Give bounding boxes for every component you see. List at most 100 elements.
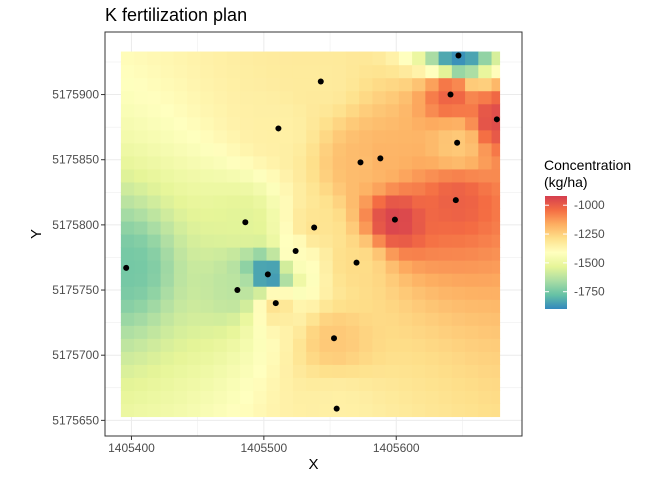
heatmap-cell xyxy=(478,312,493,326)
heatmap-cell xyxy=(451,90,466,105)
heatmap-cell xyxy=(412,325,426,339)
heatmap-cell xyxy=(491,116,501,131)
heatmap-cell xyxy=(345,403,360,418)
heatmap-cell xyxy=(160,77,175,92)
heatmap-cell xyxy=(359,194,374,209)
heatmap-cell xyxy=(147,181,162,196)
heatmap-cell xyxy=(147,234,162,248)
heatmap-cell xyxy=(451,364,466,378)
heatmap-cell xyxy=(292,220,307,235)
heatmap-cell xyxy=(292,129,307,144)
heatmap-cell xyxy=(332,273,347,287)
heatmap-cell xyxy=(253,312,268,326)
heatmap-cell xyxy=(160,351,175,365)
heatmap-cell xyxy=(173,116,188,131)
heatmap-cell xyxy=(240,260,254,274)
heatmap-cell xyxy=(173,51,188,66)
heatmap-cell xyxy=(478,207,493,222)
heatmap-cell xyxy=(240,364,254,378)
heatmap-cell xyxy=(359,351,374,365)
heatmap-cell xyxy=(120,194,135,209)
heatmap-cell xyxy=(226,260,241,274)
heatmap-cell xyxy=(398,390,413,405)
sample-point xyxy=(123,264,130,271)
heatmap-cell xyxy=(491,390,501,405)
heatmap-cell xyxy=(359,299,374,313)
heatmap-cells xyxy=(120,51,501,418)
heatmap-cell xyxy=(491,207,501,222)
heatmap-cell xyxy=(438,312,453,326)
heatmap-cell xyxy=(279,103,294,118)
heatmap-cell xyxy=(187,51,201,66)
heatmap-cell xyxy=(187,377,201,391)
heatmap-cell xyxy=(279,325,294,339)
heatmap-cell xyxy=(372,351,387,365)
heatmap-cell xyxy=(213,181,228,196)
heatmap-cell xyxy=(173,142,188,157)
heatmap-cell xyxy=(213,234,228,248)
heatmap-cell xyxy=(160,64,175,79)
heatmap-cell xyxy=(200,403,215,418)
heatmap-cell xyxy=(253,273,268,287)
heatmap-cell xyxy=(266,168,281,183)
heatmap-cell xyxy=(187,116,201,131)
heatmap-cell xyxy=(226,338,241,352)
heatmap-cell xyxy=(491,299,501,313)
heatmap-cell xyxy=(451,181,466,196)
heatmap-cell xyxy=(306,64,321,79)
heatmap-cell xyxy=(240,403,254,418)
heatmap-cell xyxy=(491,351,501,365)
heatmap-cell xyxy=(385,90,400,105)
heatmap-cell xyxy=(372,77,387,92)
heatmap-cell xyxy=(187,90,201,105)
heatmap-cell xyxy=(160,403,175,418)
heatmap-cell xyxy=(213,364,228,378)
heatmap-cell xyxy=(438,273,453,287)
heatmap-cell xyxy=(120,77,135,92)
heatmap-cell xyxy=(187,351,201,365)
heatmap-cell xyxy=(438,194,453,209)
heatmap-cell xyxy=(345,129,360,144)
heatmap-cell xyxy=(345,77,360,92)
heatmap-cell xyxy=(226,247,241,261)
heatmap-cell xyxy=(292,181,307,196)
heatmap-cell xyxy=(160,260,175,274)
heatmap-cell xyxy=(213,247,228,261)
heatmap-cell xyxy=(134,377,148,391)
heatmap-cell xyxy=(292,116,307,131)
heatmap-cell xyxy=(425,64,440,79)
heatmap-cell xyxy=(292,260,307,274)
heatmap-cell xyxy=(372,273,387,287)
heatmap-cell xyxy=(465,273,479,287)
heatmap-cell xyxy=(465,103,479,118)
heatmap-cell xyxy=(279,247,294,261)
heatmap-cell xyxy=(306,273,321,287)
heatmap-cell xyxy=(372,403,387,418)
heatmap-cell xyxy=(425,220,440,235)
heatmap-cell xyxy=(120,64,135,79)
heatmap-cell xyxy=(412,260,426,274)
sample-point xyxy=(331,335,338,342)
heatmap-cell xyxy=(438,325,453,339)
heatmap-cell xyxy=(279,116,294,131)
heatmap-cell xyxy=(306,77,321,92)
heatmap-cell xyxy=(173,312,188,326)
heatmap-cell xyxy=(425,142,440,157)
heatmap-cell xyxy=(372,142,387,157)
heatmap-cell xyxy=(187,129,201,144)
heatmap-cell xyxy=(120,181,135,196)
heatmap-cell xyxy=(120,207,135,222)
heatmap-cell xyxy=(213,129,228,144)
heatmap-cell xyxy=(266,181,281,196)
heatmap-cell xyxy=(478,90,493,105)
heatmap-cell xyxy=(187,194,201,209)
heatmap-cell xyxy=(134,77,148,92)
heatmap-cell xyxy=(412,116,426,131)
heatmap-cell xyxy=(134,155,148,170)
heatmap-cell xyxy=(240,155,254,170)
y-axis-title: Y xyxy=(28,229,45,239)
heatmap-cell xyxy=(385,364,400,378)
legend-colorbar xyxy=(545,196,567,309)
heatmap-cell xyxy=(292,312,307,326)
y-axis: 5175650 5175700 5175750 5175800 5175850 51759… xyxy=(52,88,105,427)
